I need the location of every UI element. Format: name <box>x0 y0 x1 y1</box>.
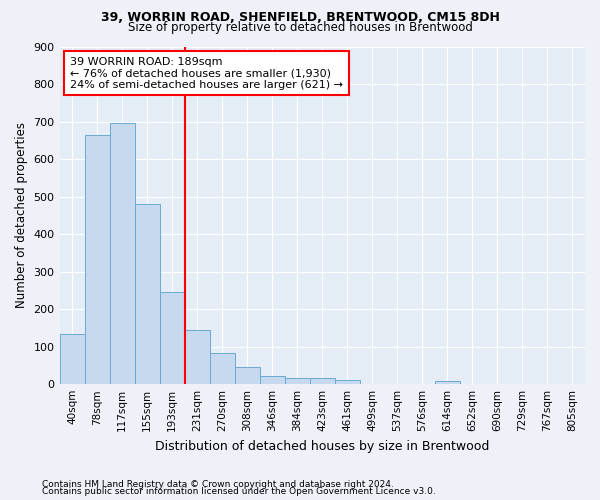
Bar <box>235 366 260 384</box>
Text: 39 WORRIN ROAD: 189sqm
← 76% of detached houses are smaller (1,930)
24% of semi-: 39 WORRIN ROAD: 189sqm ← 76% of detached… <box>70 56 343 90</box>
Bar <box>59 334 85 384</box>
Text: Contains HM Land Registry data © Crown copyright and database right 2024.: Contains HM Land Registry data © Crown c… <box>42 480 394 489</box>
Bar <box>260 376 285 384</box>
Bar <box>310 378 335 384</box>
X-axis label: Distribution of detached houses by size in Brentwood: Distribution of detached houses by size … <box>155 440 490 452</box>
Text: Contains public sector information licensed under the Open Government Licence v3: Contains public sector information licen… <box>42 487 436 496</box>
Bar <box>185 330 209 384</box>
Bar <box>285 378 310 384</box>
Bar <box>209 353 235 384</box>
Bar <box>110 124 134 384</box>
Bar <box>435 381 460 384</box>
Bar <box>160 292 185 384</box>
Bar <box>85 134 110 384</box>
Bar <box>335 380 360 384</box>
Text: Size of property relative to detached houses in Brentwood: Size of property relative to detached ho… <box>128 22 472 35</box>
Y-axis label: Number of detached properties: Number of detached properties <box>15 122 28 308</box>
Text: 39, WORRIN ROAD, SHENFIELD, BRENTWOOD, CM15 8DH: 39, WORRIN ROAD, SHENFIELD, BRENTWOOD, C… <box>101 11 499 24</box>
Bar <box>134 204 160 384</box>
